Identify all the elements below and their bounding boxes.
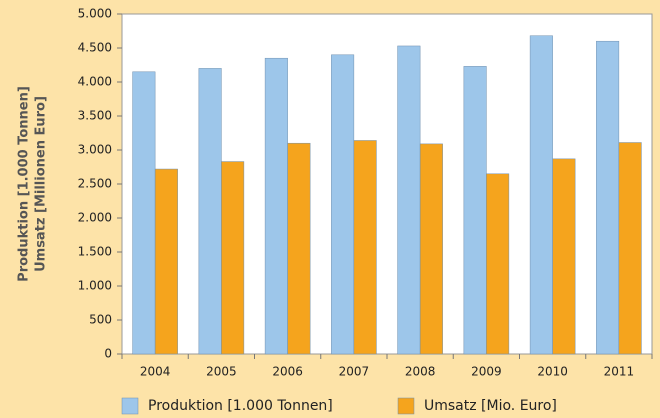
- y-tick-label: 3.000: [78, 143, 112, 157]
- bar: [353, 140, 377, 355]
- y-tick-label: 2.000: [78, 211, 112, 225]
- y-tick-label: 4.000: [78, 75, 112, 89]
- y-tick-label: 1.000: [78, 279, 112, 293]
- bar: [419, 143, 443, 355]
- y-axis-title: Umsatz [Millionen Euro]: [34, 96, 49, 272]
- bar: [529, 35, 553, 355]
- bar: [463, 66, 487, 355]
- x-tick-label: 2006: [272, 365, 303, 379]
- y-axis-title: Produktion [1.000 Tonnen]: [17, 86, 32, 282]
- x-tick-label: 2009: [471, 365, 502, 379]
- x-tick-label: 2005: [206, 365, 237, 379]
- x-tick-label: 2008: [405, 365, 436, 379]
- x-tick-label: 2011: [604, 365, 635, 379]
- legend-label: Umsatz [Mio. Euro]: [424, 398, 557, 414]
- bar: [221, 161, 245, 355]
- bar: [154, 168, 178, 355]
- x-tick-label: 2010: [537, 365, 568, 379]
- bar: [198, 68, 222, 355]
- bar: [331, 54, 355, 355]
- x-tick-label: 2004: [140, 365, 171, 379]
- bar: [486, 173, 510, 355]
- y-tick-label: 3.500: [78, 109, 112, 123]
- legend-swatch: [121, 397, 139, 415]
- y-tick-label: 4.500: [78, 41, 112, 55]
- y-tick-label: 2.500: [78, 177, 112, 191]
- bar: [287, 142, 311, 355]
- y-tick-label: 0: [104, 347, 112, 361]
- bar: [618, 142, 642, 355]
- legend-swatch: [397, 397, 415, 415]
- legend-label: Produktion [1.000 Tonnen]: [148, 398, 333, 414]
- bar: [596, 40, 620, 355]
- y-tick-label: 5.000: [78, 7, 112, 21]
- y-tick-label: 1.500: [78, 245, 112, 259]
- bar: [132, 71, 156, 355]
- y-tick-label: 500: [89, 313, 112, 327]
- bar: [264, 57, 288, 355]
- bar: [397, 45, 421, 355]
- bar: [552, 158, 576, 355]
- x-tick-label: 2007: [339, 365, 370, 379]
